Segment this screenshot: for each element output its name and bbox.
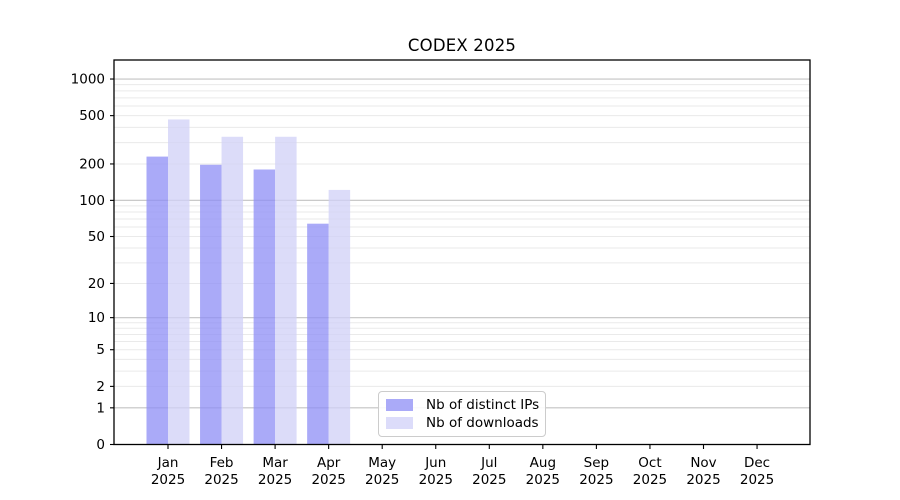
x-tick-label-year: 2025	[311, 472, 345, 488]
bar-mar-series1	[275, 136, 297, 445]
x-tick-label-year: 2025	[204, 472, 238, 488]
x-tick-label-month: Apr	[317, 455, 341, 471]
x-tick-label-month: Oct	[638, 455, 661, 471]
x-tick-label-month: May	[368, 455, 396, 471]
legend-swatch-downloads	[386, 417, 413, 429]
x-tick-label-month: Nov	[690, 455, 716, 471]
x-tick-label-year: 2025	[151, 472, 185, 488]
y-tick-label: 20	[88, 276, 105, 292]
legend-label-distinct-ips: Nb of distinct IPs	[426, 397, 540, 413]
bar-apr-series0	[307, 223, 329, 445]
y-tick-label: 10	[88, 310, 105, 326]
x-tick-label-year: 2025	[472, 472, 506, 488]
bar-jan-series0	[146, 156, 168, 445]
x-tick-label-year: 2025	[419, 472, 453, 488]
legend-item-distinct-ips: Nb of distinct IPs	[386, 396, 540, 414]
x-tick-label-month: Sep	[584, 455, 609, 471]
x-tick-label-month: Mar	[262, 455, 288, 471]
legend-item-downloads: Nb of downloads	[386, 414, 539, 432]
y-tick-label: 50	[88, 229, 105, 245]
y-tick-label: 500	[79, 108, 105, 124]
y-tick-label: 1	[96, 400, 105, 416]
bar-feb-series0	[200, 164, 222, 445]
bar-mar-series0	[253, 169, 276, 445]
y-tick-label: 200	[79, 156, 105, 172]
x-tick-label-month: Jun	[424, 455, 446, 471]
x-tick-label-year: 2025	[258, 472, 292, 488]
bar-feb-series1	[221, 136, 244, 445]
x-tick-label-year: 2025	[686, 472, 720, 488]
plot-border	[113, 59, 811, 446]
x-tick-label-month: Jan	[157, 455, 179, 471]
y-tick-label: 5	[96, 342, 105, 358]
x-tick-label-month: Dec	[744, 455, 770, 471]
legend-label-downloads: Nb of downloads	[426, 415, 539, 431]
x-tick-label-year: 2025	[526, 472, 560, 488]
y-tick-label: 2	[96, 379, 105, 395]
legend: Nb of distinct IPs Nb of downloads	[378, 391, 546, 437]
x-tick-label-year: 2025	[633, 472, 667, 488]
legend-swatch-distinct-ips	[386, 399, 413, 411]
x-tick-label-month: Jul	[480, 455, 497, 471]
bar-jan-series1	[168, 119, 190, 445]
y-tick-label: 0	[96, 437, 105, 453]
y-tick-label: 100	[79, 193, 105, 209]
x-tick-label-year: 2025	[579, 472, 613, 488]
bar-apr-series1	[328, 189, 351, 445]
x-tick-label-year: 2025	[740, 472, 774, 488]
x-tick-label-month: Feb	[210, 455, 234, 471]
x-tick-label-month: Aug	[530, 455, 556, 471]
y-tick-label: 1000	[71, 72, 105, 88]
x-tick-label-year: 2025	[365, 472, 399, 488]
chart-title: CODEX 2025	[407, 36, 517, 55]
